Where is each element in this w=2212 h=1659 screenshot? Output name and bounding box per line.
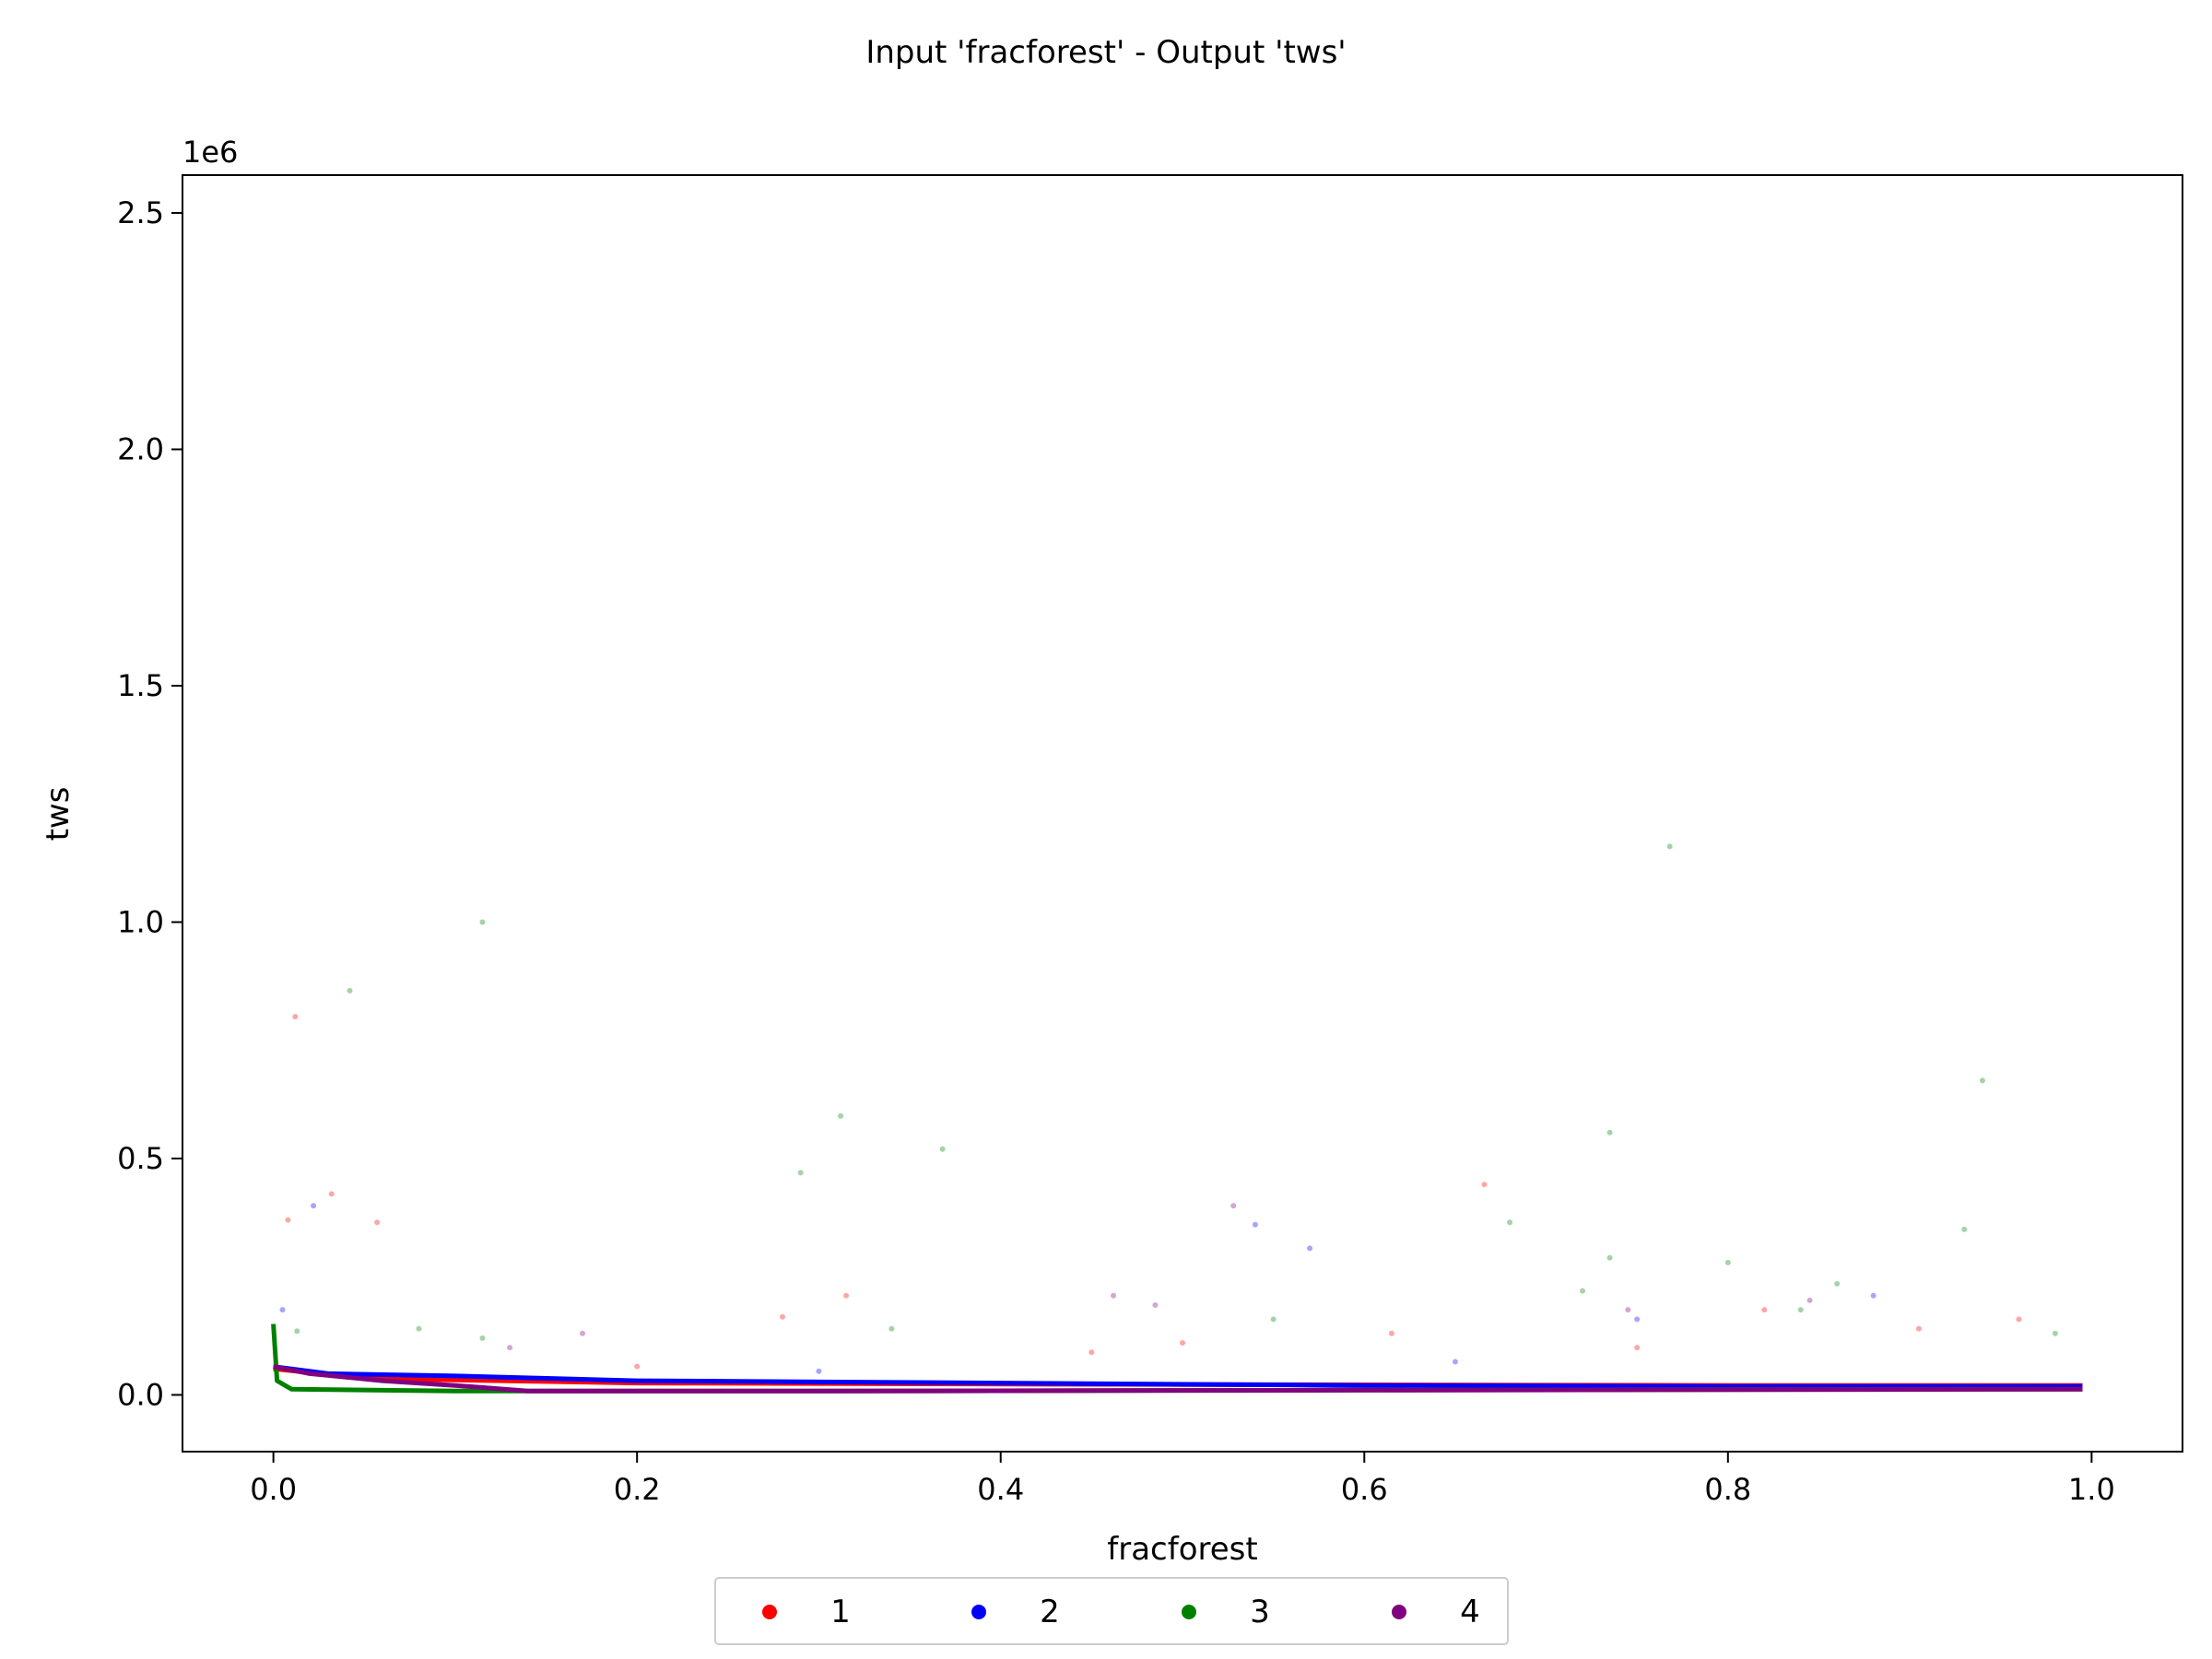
data-point-series-1 [1481, 1182, 1488, 1188]
data-point-series-3 [939, 1146, 946, 1152]
x-tick-label: 0.6 [1341, 1472, 1388, 1507]
legend-marker-series-3 [1182, 1605, 1196, 1619]
data-point-series-3 [1270, 1316, 1277, 1323]
data-point-series-1 [2016, 1316, 2022, 1323]
y-axis-label: tws [40, 787, 76, 841]
data-point-series-1 [1388, 1330, 1394, 1336]
x-tick-label: 0.8 [1704, 1472, 1751, 1507]
data-point-series-1 [780, 1313, 785, 1320]
trend-line-series-2 [273, 1364, 2083, 1389]
data-point-series-1 [1088, 1349, 1095, 1356]
data-point-series-3 [479, 1335, 486, 1341]
legend-label-series-2: 2 [1040, 1594, 1060, 1630]
x-tick-label: 0.2 [614, 1472, 661, 1507]
y-tick-label: 1.0 [117, 904, 164, 939]
data-point-series-3 [888, 1325, 895, 1332]
legend-label-series-1: 1 [830, 1594, 851, 1630]
data-point-series-2 [1870, 1292, 1877, 1299]
data-point-series-1 [843, 1292, 850, 1299]
legend-marker-series-2 [971, 1605, 986, 1619]
data-point-series-3 [1580, 1288, 1585, 1294]
data-point-series-3 [838, 1112, 844, 1119]
data-point-series-3 [1666, 843, 1673, 850]
data-point-series-1 [634, 1363, 641, 1370]
data-point-series-4 [1111, 1292, 1117, 1299]
data-point-series-4 [1230, 1203, 1237, 1209]
data-point-series-3 [797, 1170, 804, 1176]
data-point-series-2 [1452, 1359, 1458, 1365]
data-point-series-3 [294, 1328, 300, 1335]
data-point-series-2 [279, 1307, 286, 1313]
data-point-series-3 [347, 987, 353, 994]
chart-title: Input 'fracforest' - Output 'tws' [865, 34, 1346, 71]
y-tick-label: 0.0 [117, 1377, 164, 1412]
data-point-series-1 [292, 1014, 299, 1020]
y-tick-label: 1.5 [117, 668, 164, 703]
legend-marker-series-4 [1392, 1605, 1406, 1619]
data-point-series-3 [1724, 1259, 1731, 1265]
data-point-series-1 [374, 1219, 381, 1226]
plot-frame [182, 174, 2183, 1453]
data-point-series-4 [507, 1345, 513, 1351]
y-tick-label: 2.0 [117, 432, 164, 467]
data-point-series-1 [1180, 1340, 1185, 1347]
points-layer [279, 843, 2058, 1374]
data-point-series-1 [1761, 1307, 1768, 1313]
data-point-series-3 [1834, 1280, 1841, 1287]
legend-label-series-3: 3 [1250, 1594, 1270, 1630]
data-point-series-2 [1307, 1245, 1313, 1252]
data-point-series-1 [1915, 1325, 1922, 1332]
data-point-series-1 [328, 1191, 335, 1197]
curves-layer [271, 1324, 2083, 1394]
data-point-series-3 [416, 1325, 422, 1332]
data-point-series-1 [1634, 1345, 1641, 1351]
x-tick-label: 0.4 [977, 1472, 1024, 1507]
y-axis: 0.0 0.5 1.0 1.5 2.0 2.5 [117, 195, 182, 1412]
data-point-series-3 [1797, 1307, 1804, 1313]
data-point-series-4 [1806, 1297, 1813, 1303]
data-point-series-4 [1152, 1301, 1159, 1308]
legend-marker-series-1 [762, 1605, 777, 1619]
data-point-series-1 [285, 1217, 291, 1223]
data-point-series-2 [1634, 1316, 1641, 1323]
y-tick-label: 2.5 [117, 195, 164, 230]
data-point-series-3 [1980, 1077, 1985, 1084]
data-point-series-3 [1606, 1254, 1613, 1261]
x-tick-label: 0.0 [250, 1472, 297, 1507]
data-point-series-2 [311, 1203, 317, 1209]
y-tick-label: 0.5 [117, 1141, 164, 1176]
data-point-series-2 [1252, 1221, 1258, 1228]
data-point-series-3 [479, 919, 486, 925]
x-axis-label: fracforest [1107, 1531, 1257, 1568]
data-point-series-3 [1961, 1226, 1968, 1232]
data-point-series-2 [816, 1368, 822, 1374]
data-point-series-3 [1507, 1219, 1513, 1226]
legend: 1 2 3 4 [714, 1577, 1509, 1645]
data-point-series-4 [1625, 1307, 1631, 1313]
x-tick-label: 1.0 [2068, 1472, 2115, 1507]
x-axis: 0.0 0.2 0.4 0.6 0.8 1.0 [250, 1452, 2115, 1507]
data-point-series-3 [1606, 1129, 1613, 1135]
data-point-series-4 [580, 1330, 585, 1336]
legend-label-series-4: 4 [1460, 1594, 1480, 1630]
legend-frame [714, 1577, 1509, 1645]
data-point-series-3 [2052, 1330, 2058, 1336]
trend-line-series-4 [273, 1364, 2083, 1394]
y-offset-label: 1e6 [182, 135, 238, 170]
